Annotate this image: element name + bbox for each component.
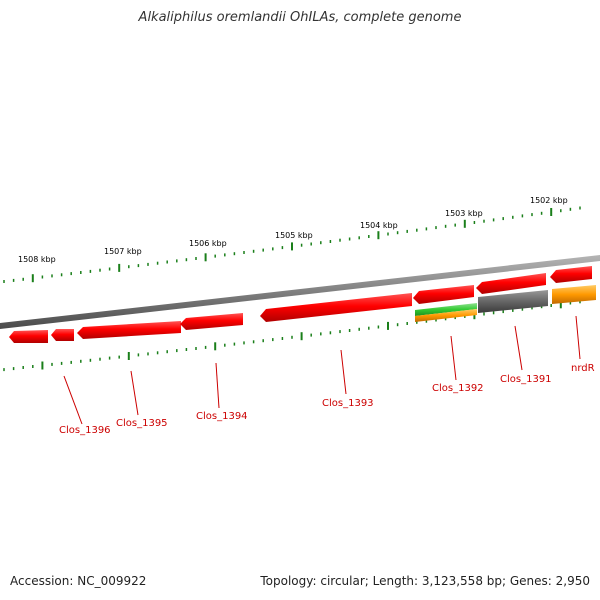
gene-labels: Clos_1396 Clos_1395 Clos_1394 Clos_1393 … (59, 363, 595, 436)
label-line-nrdR (575, 315, 581, 360)
green-feature[interactable] (415, 303, 477, 316)
gene-arrow-nrdR[interactable] (550, 266, 592, 283)
gene-arrow-1396-a[interactable] (9, 330, 48, 343)
gene-arrow-1394[interactable] (180, 313, 243, 330)
gene-label-clos-1391[interactable]: Clos_1391 (500, 374, 552, 385)
gray-feature-1391[interactable] (478, 290, 548, 313)
genome-summary-text: Topology: circular; Length: 3,123,558 bp… (260, 574, 590, 588)
gene-features (9, 266, 596, 343)
gene-arrow-1392[interactable] (413, 285, 474, 304)
kbp-labels: 1508 kbp 1507 kbp 1506 kbp 1505 kbp 1504… (18, 196, 568, 264)
label-line-1391 (514, 325, 523, 371)
gene-label-clos-1393[interactable]: Clos_1393 (322, 398, 374, 409)
orange-feature-1392[interactable] (415, 309, 477, 322)
accession-text: Accession: NC_009922 (10, 574, 147, 588)
kbp-label-1506: 1506 kbp (189, 239, 227, 248)
backbone-ring (0, 255, 600, 329)
gene-label-clos-1392[interactable]: Clos_1392 (432, 383, 484, 394)
kbp-label-1508: 1508 kbp (18, 255, 56, 264)
label-line-1395 (130, 370, 139, 416)
backbone (0, 255, 600, 329)
gene-label-clos-1396[interactable]: Clos_1396 (59, 425, 111, 436)
kbp-label-1503: 1503 kbp (445, 209, 483, 218)
outer-tick-track (3, 206, 581, 283)
map-title: Alkaliphilus oremlandii OhILAs, complete… (138, 10, 462, 25)
kbp-label-1507: 1507 kbp (104, 247, 142, 256)
gene-label-clos-1395[interactable]: Clos_1395 (116, 418, 168, 429)
gene-label-lines (63, 315, 581, 425)
gene-arrow-1395[interactable] (77, 321, 181, 339)
kbp-label-1505: 1505 kbp (275, 231, 313, 240)
label-line-1393 (340, 349, 347, 395)
kbp-label-1502: 1502 kbp (530, 196, 568, 205)
gene-arrow-1391[interactable] (476, 273, 546, 294)
inner-tick-track (3, 300, 581, 372)
label-line-1394 (215, 362, 220, 409)
gene-arrow-1393[interactable] (260, 293, 412, 322)
gene-arrow-1396-b[interactable] (51, 329, 74, 341)
orange-feature-nrdR[interactable] (552, 285, 596, 304)
gene-label-nrdr[interactable]: nrdR (571, 363, 595, 374)
label-line-1392 (450, 335, 457, 381)
gene-label-clos-1394[interactable]: Clos_1394 (196, 411, 248, 422)
kbp-label-1504: 1504 kbp (360, 221, 398, 230)
label-line-1396 (63, 375, 83, 425)
